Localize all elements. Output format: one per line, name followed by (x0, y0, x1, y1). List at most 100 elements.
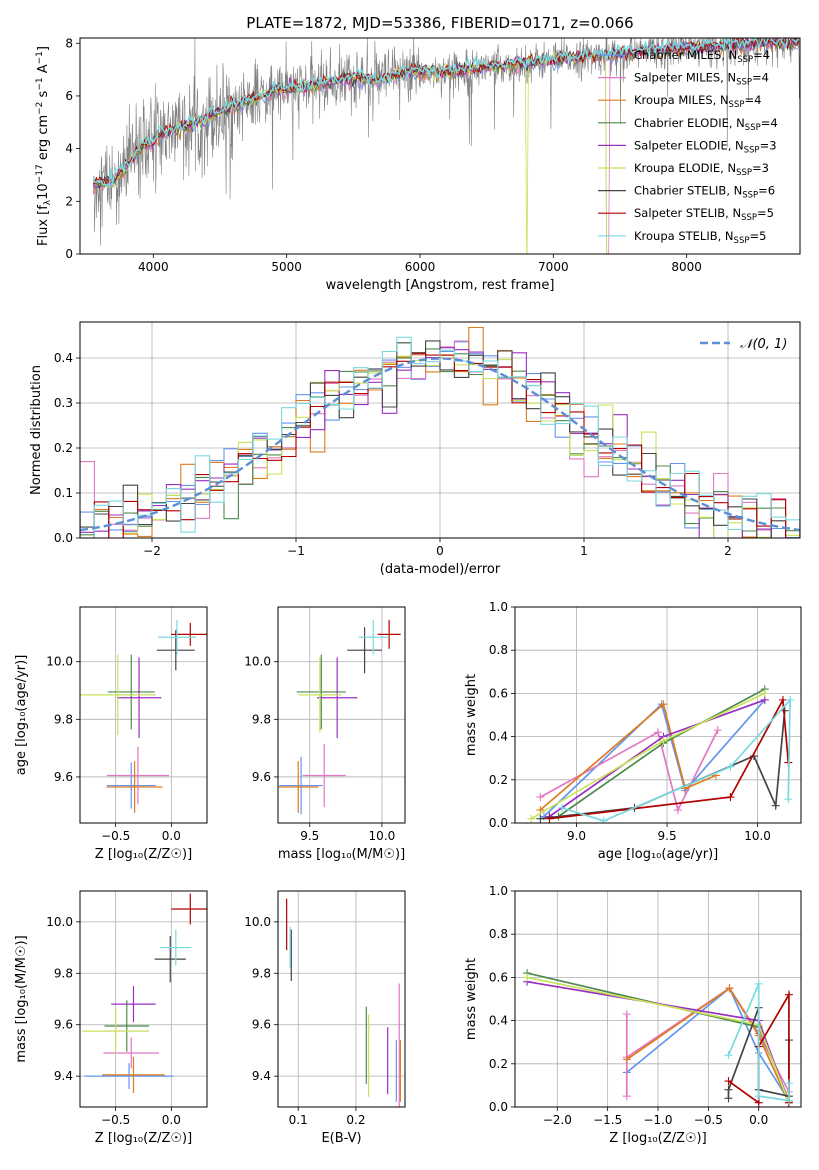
figure-title: PLATE=1872, MJD=53386, FIBERID=0171, z=0… (246, 14, 633, 32)
weight_vs_age-marker-krou_miles-1 (659, 700, 668, 709)
weight_vs_Z-axes: −2.0 −1.5 −1.0 −0.5 0.0 0.0 0.2 0.4 0.6 0.8 1.0 Z [… (464, 884, 802, 1146)
mass_vs_Z-ytick-label-0: 9.4 (54, 1069, 73, 1083)
spectrum-frame (79, 37, 801, 255)
weight_vs_Z-marker-krou_stelib-1 (754, 979, 763, 988)
age_vs_Z-axes: −0.5 0.0 9.6 9.8 10.0 Z [log₁₀(Z/Z☉)] age [log… (14, 606, 208, 862)
spectrum-ytick-label-2: 4 (65, 142, 73, 156)
spectrum-ytick-label-4: 8 (65, 36, 73, 50)
spectrum-xtick-label-2: 6000 (405, 260, 436, 274)
weight_vs_age-ytick-label-5: 1.0 (489, 600, 508, 614)
spectrum-ylabel-part-7: −1 (35, 77, 45, 90)
weight_vs_age-marker-krou_stelib-0 (558, 803, 567, 812)
legend-label-salp_miles: Salpeter MILES, NSSP=4 (634, 71, 769, 88)
spectrum-xtick-label-1: 5000 (271, 260, 302, 274)
weight_vs_Z-ytick-label-5: 1.0 (489, 884, 508, 898)
mass_vs_Z-xlabel: Z [log₁₀(Z/Z☉)] (95, 1131, 192, 1146)
weight_vs_age-line-krou_miles (539, 702, 717, 811)
weight_vs_Z-xtick-label-3: −0.5 (694, 1113, 723, 1127)
mass_vs_Z-ytick-label-1: 9.6 (54, 1018, 73, 1032)
weight_vs_Z-line-krou_miles (626, 986, 790, 1104)
weight_vs_age-ytick-label-1: 0.2 (489, 773, 508, 787)
weight_vs_Z-ylabel: mass weight (464, 958, 479, 1040)
mass_vs_Z-xtick-label-0: −0.5 (101, 1113, 130, 1127)
weight_vs_age-axes: 9.0 9.5 10.0 0.0 0.2 0.4 0.6 0.8 1.0 age [log₁₀(a… (464, 600, 802, 862)
weight_vs_Z-line-chab_miles (626, 986, 790, 1101)
weight_vs_Z-frame (514, 890, 802, 1108)
spectrum-observed-line (93, 38, 800, 246)
normal-reference-curve (80, 357, 800, 532)
weight_vs_age-line-salp_miles (539, 729, 719, 813)
weight_vs_Z-marker-salp_stelib-0 (724, 1077, 733, 1086)
weight_vs_age-xtick-label-2: 10.0 (744, 829, 771, 843)
mass_vs_Z-errorbars (82, 893, 207, 1093)
weight_vs_Z-marker-krou_stelib-2 (754, 1092, 763, 1101)
residuals-ytick-label-2: 0.2 (54, 441, 73, 455)
mass_vs_Z-ylabel: mass [log₁₀(M/M☉)] (14, 935, 29, 1062)
legend-label-krou_miles: Kroupa MILES, NSSP=4 (634, 93, 761, 110)
weight_vs_age-ytick-label-4: 0.8 (489, 643, 508, 657)
mass_vs_Z-xtick-label-1: 0.0 (162, 1113, 181, 1127)
mass_vs_Z-ytick-label-2: 9.8 (54, 966, 73, 980)
weight_vs_age-ylabel: mass weight (464, 674, 479, 756)
weight_vs_Z-marker-salp_stelib-3 (784, 990, 793, 999)
weight_vs_age-marker-salp_stelib-2 (778, 695, 787, 704)
age_vs_mass-errorbars (278, 619, 401, 815)
residuals-axes: −2 −1 0 1 2 0.0 0.1 0.2 0.3 0.4 (data-model)/error… (29, 321, 801, 577)
mass_vs_Z-axes: −0.5 0.0 9.4 9.6 9.8 10.0 Z [log₁₀(Z/Z☉)] mass … (14, 890, 208, 1146)
mass_vs_EBV-frame (277, 890, 406, 1108)
weight_vs_age-lines (527, 685, 795, 823)
legend-label-chab_elodie: Chabrier ELODIE, NSSP=4 (634, 116, 778, 133)
weight_vs_Z-marker-salp_miles-1 (622, 1010, 631, 1019)
age_vs_mass-ytick-label-2: 10.0 (244, 655, 271, 669)
weight_vs_age-ytick-label-2: 0.4 (489, 730, 508, 744)
weight_vs_age-xlabel: age [log₁₀(age/yr)] (598, 847, 719, 862)
mass_vs_EBV-xlabel: E(B-V) (321, 1131, 361, 1146)
weight_vs_Z-xtick-label-0: −2.0 (543, 1113, 572, 1127)
legend-label-krou_elodie: Kroupa ELODIE, NSSP=3 (634, 161, 769, 178)
spectrum-ylabel-part-10: ] (36, 46, 51, 51)
spectrum-xlabel: wavelength [Angstrom, rest frame] (326, 278, 555, 293)
weight_vs_Z-marker-krou_stelib-3 (784, 1096, 793, 1105)
weight_vs_Z-marker-krou_elodie-0 (523, 973, 532, 982)
age_vs_Z-ytick-label-1: 9.8 (54, 712, 73, 726)
mass_vs_EBV-errorbars (286, 898, 401, 1107)
residuals-ytick-label-3: 0.3 (54, 396, 73, 410)
weight_vs_Z-marker-chab_stelib-1 (724, 1085, 733, 1094)
weight_vs_Z-ytick-label-2: 0.4 (489, 1014, 508, 1028)
age_vs_Z-frame (79, 606, 208, 824)
legend-label-salp_stelib: Salpeter STELIB, NSSP=5 (634, 206, 774, 223)
weight_vs_Z-lines (523, 969, 793, 1107)
weight_vs_age-marker-salp_miles-1 (654, 728, 662, 737)
mass_vs_EBV-xtick-label-0: 0.1 (289, 1113, 308, 1127)
spectrum-xtick-label-0: 4000 (138, 260, 169, 274)
weight_vs_age-ytick-label-0: 0.0 (489, 816, 508, 830)
residuals-ytick-label-0: 0.0 (54, 531, 73, 545)
age_vs_Z-ytick-label-2: 10.0 (46, 655, 73, 669)
weight_vs_age-line-salp_elodie (548, 699, 766, 818)
weight_vs_Z-ytick-label-0: 0.0 (489, 1100, 508, 1114)
weight_vs_Z-line-salp_miles (625, 987, 790, 1097)
weight_vs_Z-xlabel: Z [log₁₀(Z/Z☉)] (609, 1131, 706, 1146)
weight_vs_Z-ytick-label-1: 0.2 (489, 1057, 508, 1071)
spectrum-ytick-label-3: 6 (65, 89, 73, 103)
weight_vs_age-marker-krou_elodie-0 (527, 814, 536, 823)
spectrum-ylabel-part-0: Flux [f (36, 205, 51, 246)
mass_vs_EBV-ytick-label-3: 10.0 (244, 915, 271, 929)
mass_vs_Z-ytick-label-3: 10.0 (46, 915, 73, 929)
residuals-xtick-label-3: 1 (580, 544, 588, 558)
weight_vs_Z-marker-krou_miles-1 (725, 984, 734, 993)
weight_vs_Z-ytick-label-4: 0.8 (489, 927, 508, 941)
weight_vs_Z-xtick-label-4: 0.0 (749, 1113, 768, 1127)
mass_vs_EBV-ytick-label-1: 9.6 (252, 1018, 271, 1032)
spectrum-ylabel-part-9: −1 (35, 51, 45, 64)
spectrum-axes: 4000 5000 6000 7000 8000 0 2 4 6 8 wavelength [Ang… (35, 36, 801, 293)
residuals-frame (79, 321, 801, 539)
weight_vs_age-marker-salp_miles-3 (713, 726, 722, 735)
age_vs_mass-xtick-label-0: 9.5 (300, 829, 319, 843)
weight_vs_age-marker-salp_miles-0 (536, 793, 545, 802)
histogram-krou_stelib (80, 336, 800, 538)
weight_vs_age-marker-krou_stelib-3 (786, 695, 795, 704)
spectrum-ytick-label-1: 2 (65, 194, 73, 208)
spectrum-ylabel-part-6: s (36, 90, 51, 101)
